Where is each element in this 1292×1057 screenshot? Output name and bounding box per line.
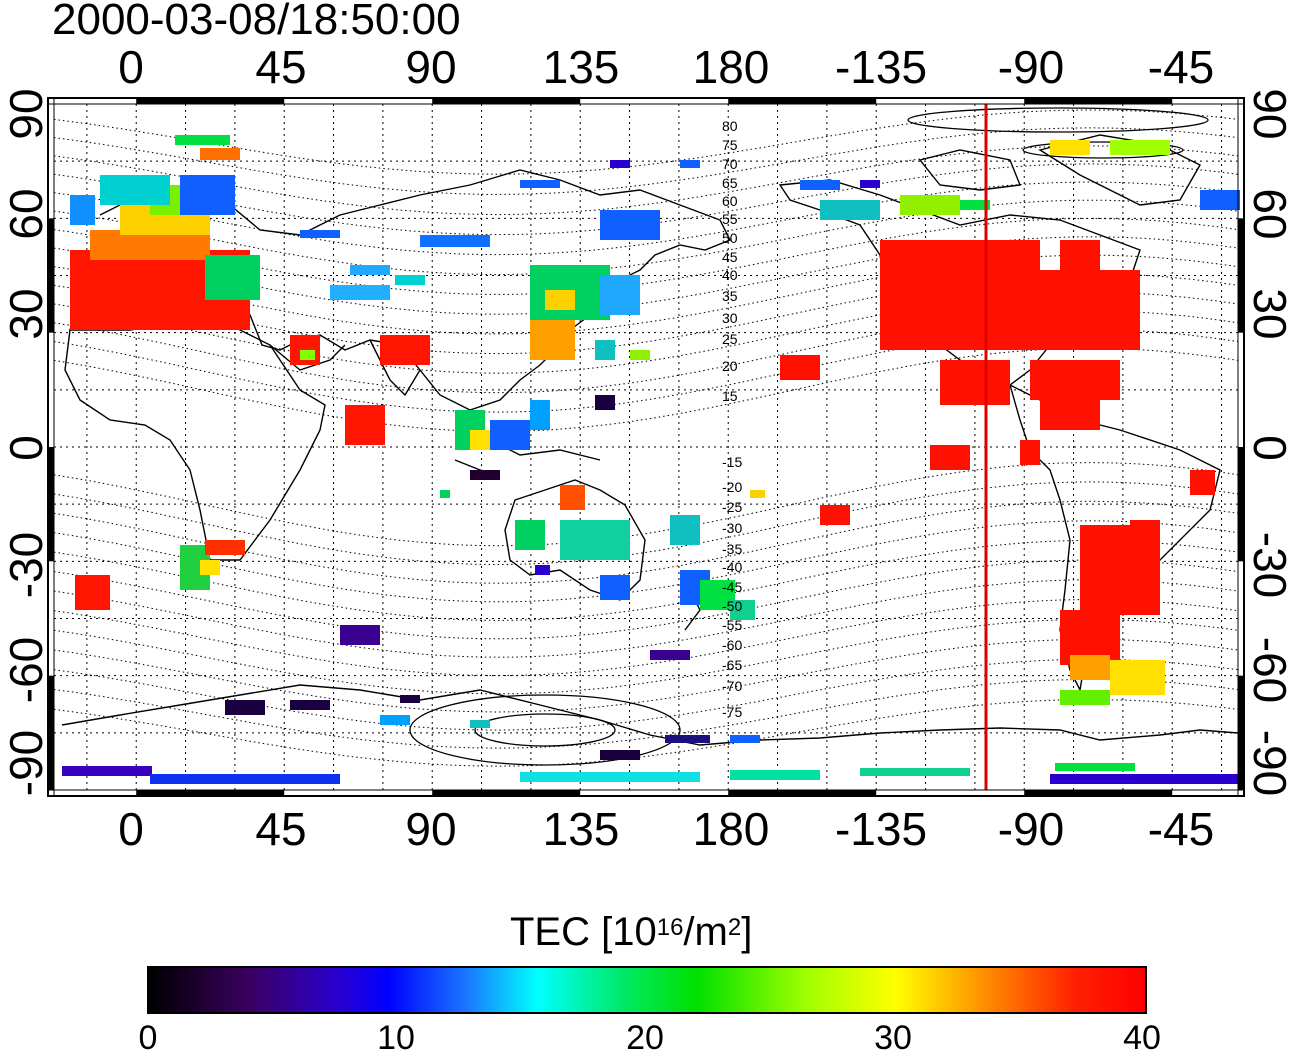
contour-label: -55 xyxy=(722,617,742,633)
bottom-lon-tick: -45 xyxy=(1147,803,1215,855)
bottom-lon-tick: 0 xyxy=(118,803,144,855)
bottom-lon-tick: 180 xyxy=(692,803,770,855)
contour-line xyxy=(53,462,1239,547)
axis-scale-segment xyxy=(728,98,877,104)
contour-label: 30 xyxy=(722,310,738,326)
polar-contour-ring xyxy=(907,107,1209,133)
contour-label: -25 xyxy=(722,499,742,515)
colorbar-tick: 30 xyxy=(874,1019,912,1057)
contour-label: -65 xyxy=(722,657,742,673)
colorbar-tick: 0 xyxy=(138,1019,158,1057)
contour-label: 70 xyxy=(722,156,738,172)
contour-line xyxy=(53,539,1239,621)
contour-label: -60 xyxy=(722,637,742,653)
tec-observations xyxy=(62,135,1240,784)
axis-scale-segment xyxy=(432,98,581,104)
colorbar-tick: 20 xyxy=(626,1019,664,1057)
contour-label: -15 xyxy=(722,454,742,470)
bottom-lon-tick: -90 xyxy=(997,803,1065,855)
contour-label: -70 xyxy=(722,678,742,694)
axis-scale-segment xyxy=(432,790,581,796)
top-lon-tick: 180 xyxy=(692,41,770,93)
contour-line xyxy=(53,127,1239,195)
contour-label: 40 xyxy=(722,267,738,283)
bottom-lon-tick: 90 xyxy=(405,803,457,855)
top-lon-tick: -135 xyxy=(834,41,928,93)
contour-label: -20 xyxy=(722,479,742,495)
tec-colorbar xyxy=(147,966,1147,1014)
contour-label: 25 xyxy=(722,331,738,347)
contour-label: 15 xyxy=(722,388,738,404)
bottom-lon-tick: 135 xyxy=(542,803,620,855)
contour-label: -35 xyxy=(722,541,742,557)
axis-scale-bars xyxy=(48,98,1244,796)
axis-scale-segment xyxy=(1024,790,1173,796)
axis-scale-segment xyxy=(728,790,877,796)
contour-label: -75 xyxy=(722,704,742,720)
colorbar-tick: 40 xyxy=(1123,1019,1161,1057)
axis-scale-segment xyxy=(48,447,54,562)
contour-line xyxy=(53,699,1239,767)
contour-label: 50 xyxy=(722,230,738,246)
axis-scale-segment xyxy=(1024,98,1173,104)
top-lon-tick: 135 xyxy=(542,41,620,93)
top-lon-tick: 45 xyxy=(255,41,307,93)
contour-label: -40 xyxy=(722,559,742,575)
axis-scale-segment xyxy=(1238,447,1244,562)
contour-labels: 80 75 70 65 60 55 50 45 40 35 30 25 20 15 -15 -20 -25 -30… xyxy=(722,118,742,720)
contour-label: -45 xyxy=(722,579,742,595)
bottom-lon-tick: -135 xyxy=(834,803,928,855)
timestamp-label: 2000-03-08/18:50:00 xyxy=(52,0,461,44)
contour-line xyxy=(53,109,1239,175)
contour-label: -30 xyxy=(722,520,742,536)
contour-label: 65 xyxy=(722,175,738,191)
contour-label: 45 xyxy=(722,249,738,265)
top-lon-tick: 0 xyxy=(118,41,144,93)
axis-scale-segment xyxy=(1238,675,1244,790)
polar-contour-ring xyxy=(1022,141,1184,159)
axis-scale-segment xyxy=(48,675,54,790)
contour-line xyxy=(53,481,1239,566)
contour-label: 60 xyxy=(722,193,738,209)
axis-scale-segment xyxy=(136,98,285,104)
bottom-lon-tick: 45 xyxy=(255,803,307,855)
top-lon-tick: 90 xyxy=(405,41,457,93)
top-lon-tick: -45 xyxy=(1147,41,1215,93)
axis-scale-segment xyxy=(136,790,285,796)
polar-contour-ring xyxy=(409,694,681,766)
colorbar-tick: 10 xyxy=(377,1019,415,1057)
contour-label: -50 xyxy=(722,598,742,614)
axis-scale-segment xyxy=(48,218,54,333)
axis-scale-segment xyxy=(1238,218,1244,333)
colorbar-title: TEC [1016/m2] xyxy=(510,910,753,954)
contour-label: 55 xyxy=(722,211,738,227)
tec-world-map: 80 75 70 65 60 55 50 45 40 35 30 25 20 15 -15 -20 -25 -30… xyxy=(47,97,1245,797)
top-lon-tick: -90 xyxy=(997,41,1065,93)
contour-label: 75 xyxy=(722,137,738,153)
contour-line xyxy=(53,500,1239,584)
contour-label: 35 xyxy=(722,288,738,304)
contour-label: 80 xyxy=(722,118,738,134)
polar-contour-ring xyxy=(474,713,616,747)
contour-label: 20 xyxy=(722,358,738,374)
contour-line xyxy=(53,520,1239,603)
